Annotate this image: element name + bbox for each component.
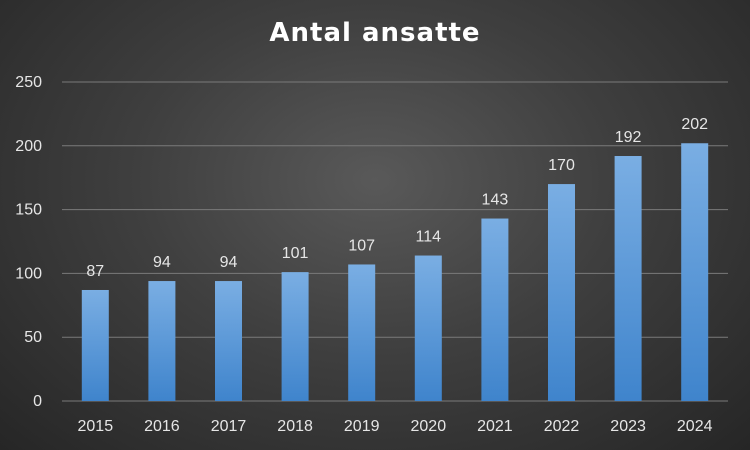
x-tick-label: 2017 bbox=[211, 418, 247, 435]
x-tick-label: 2019 bbox=[344, 418, 380, 435]
x-tick-label: 2023 bbox=[610, 418, 646, 435]
data-label: 107 bbox=[348, 237, 375, 254]
data-label: 114 bbox=[416, 229, 442, 246]
x-tick-label: 2016 bbox=[144, 418, 180, 435]
bar-2016 bbox=[148, 281, 176, 401]
x-tick-label: 2015 bbox=[78, 418, 114, 435]
bar-2017 bbox=[215, 281, 242, 401]
bar-2023 bbox=[614, 156, 642, 401]
bar-2018 bbox=[281, 272, 309, 401]
bars bbox=[81, 143, 709, 402]
data-label: 101 bbox=[282, 245, 309, 262]
y-tick-label: 200 bbox=[15, 138, 42, 155]
data-label: 94 bbox=[153, 254, 171, 271]
bar-2021 bbox=[481, 218, 509, 401]
x-tick-label: 2022 bbox=[544, 418, 580, 435]
x-tick-label: 2018 bbox=[277, 418, 313, 435]
data-label: 202 bbox=[681, 116, 708, 133]
x-tick-label: 2021 bbox=[477, 418, 513, 435]
data-label: 192 bbox=[615, 129, 642, 146]
bar-2020 bbox=[414, 255, 442, 401]
y-tick-label: 50 bbox=[24, 329, 42, 346]
data-label: 143 bbox=[482, 192, 509, 209]
chart-title: Antal ansatte bbox=[269, 18, 481, 48]
data-labels: 87 94 94 101 107 114 143 170 192 202 bbox=[86, 116, 708, 280]
y-tick-label: 0 bbox=[33, 393, 42, 410]
y-tick-label: 250 bbox=[15, 74, 42, 91]
data-label: 94 bbox=[220, 254, 238, 271]
bar-2024 bbox=[681, 143, 709, 402]
y-tick-label: 100 bbox=[15, 265, 42, 282]
y-tick-label: 150 bbox=[15, 202, 42, 219]
data-label: 87 bbox=[86, 263, 104, 280]
bar-2019 bbox=[348, 264, 376, 401]
y-axis-ticks: 0 50 100 150 200 250 bbox=[15, 74, 42, 410]
bar-2015 bbox=[81, 289, 109, 401]
x-axis-ticks: 2015 2016 2017 2018 2019 2020 2021 2022 2023 2024 bbox=[78, 418, 713, 435]
x-tick-label: 2024 bbox=[677, 418, 713, 435]
bar-2022 bbox=[548, 184, 575, 401]
x-tick-label: 2020 bbox=[411, 418, 447, 435]
data-label: 170 bbox=[548, 157, 575, 174]
